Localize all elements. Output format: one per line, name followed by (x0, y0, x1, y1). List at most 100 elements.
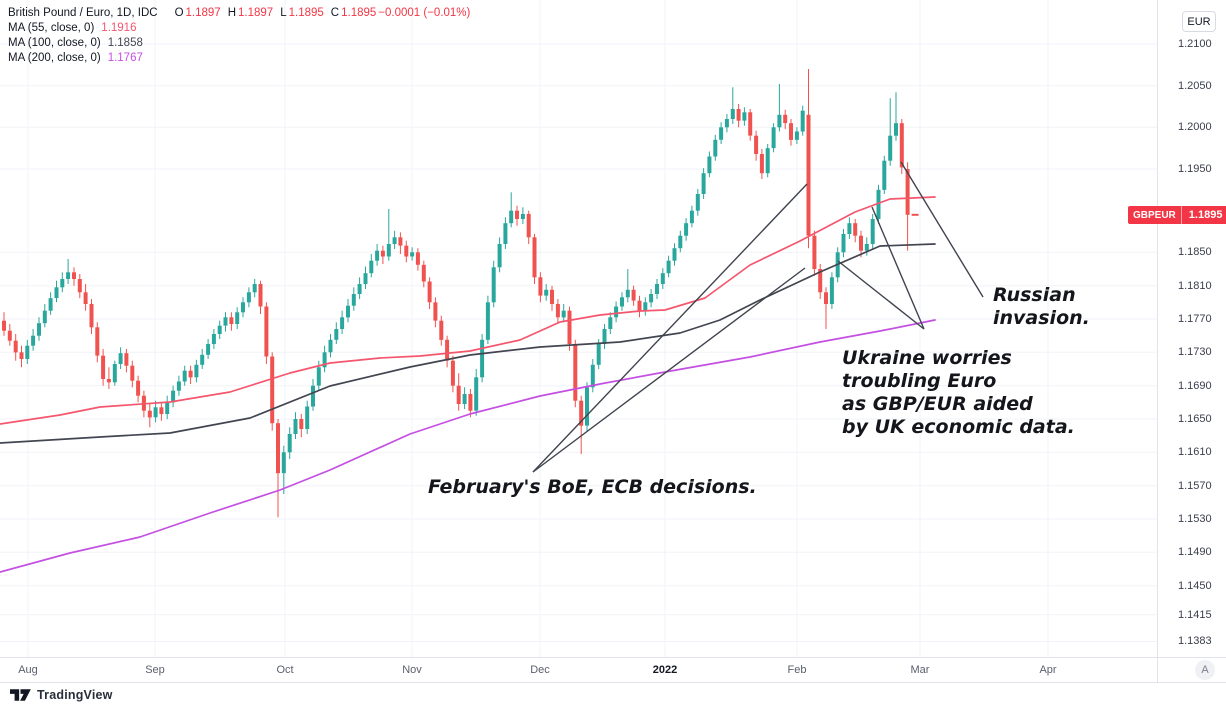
candle-body (118, 353, 123, 364)
candle-body (176, 381, 181, 391)
annotation-pointer-line[interactable] (532, 267, 806, 473)
legend-ma100-row[interactable]: MA (100, close, 0) 1.1858 (8, 36, 470, 51)
candle-body (894, 123, 898, 136)
candle-body (538, 277, 543, 296)
candle-body (241, 302, 245, 313)
candle-body (754, 135, 759, 154)
annotation-pointer-line[interactable] (900, 161, 984, 298)
price-axis-label: 1.1450 (1178, 580, 1212, 592)
legend-symbol-row[interactable]: British Pound / Euro, 1D, IDC O 1.1897 H 1.1… (8, 6, 470, 21)
candle-body (130, 365, 135, 381)
candle-body (742, 112, 747, 121)
price-axis-label: 1.1810 (1178, 280, 1212, 292)
candle-body (182, 370, 187, 382)
candle-body (112, 364, 117, 383)
candle-body (462, 394, 467, 404)
candle-body (905, 169, 910, 215)
ma100-line[interactable] (0, 243, 936, 444)
candle-body (159, 407, 164, 414)
time-axis-label: Mar (910, 664, 930, 676)
symbol-title[interactable]: British Pound / Euro, 1D, IDC (8, 7, 158, 19)
candle-body (637, 300, 642, 311)
ma200-line[interactable] (0, 319, 936, 573)
candle-body (415, 252, 420, 265)
low-label: L (280, 7, 287, 19)
time-axis-label: Oct (276, 664, 294, 676)
candle-body (136, 380, 141, 396)
candle-body (812, 235, 817, 269)
annotation-pointer-line[interactable] (871, 206, 925, 330)
candle-body (106, 379, 111, 383)
tradingview-brand-text[interactable]: TradingView (37, 688, 113, 702)
candle-body (153, 407, 158, 418)
candle-body (806, 114, 811, 236)
last-price-tag-value: 1.1895 (1188, 209, 1223, 221)
candle-body (427, 281, 432, 303)
currency-unit-button[interactable]: EUR (1182, 11, 1216, 32)
candle-body (614, 306, 619, 318)
candle-body (567, 310, 572, 344)
price-axis-label: 1.1490 (1178, 546, 1212, 558)
candle-body (596, 344, 601, 365)
candle-body (83, 292, 88, 304)
candle-body (526, 214, 531, 238)
candle-body (124, 353, 129, 366)
candle-body (311, 385, 315, 407)
price-axis-label: 1.1610 (1178, 446, 1212, 458)
price-axis-label: 1.1850 (1178, 246, 1212, 258)
candle-body (217, 325, 222, 334)
candle-body (77, 279, 82, 293)
candle-body (25, 345, 30, 359)
candle-body (684, 223, 689, 236)
price-axis-label: 1.1570 (1178, 480, 1212, 492)
candle-body (730, 109, 735, 119)
candle-body (899, 123, 904, 168)
candle-body (194, 364, 199, 378)
annotation-pointer-line[interactable] (837, 260, 925, 330)
candle-body (42, 310, 47, 324)
candle-body (573, 344, 578, 401)
price-axis-label: 1.1383 (1178, 635, 1212, 647)
candle-body (316, 367, 321, 386)
candle-body (724, 119, 729, 128)
candle-body (701, 173, 706, 194)
candle-body (585, 387, 589, 426)
time-axis-label: Dec (530, 664, 550, 676)
tradingview-logo-icon[interactable] (10, 689, 31, 701)
last-price-tag: GBPEUR 1.1895 (1128, 206, 1226, 224)
ma100-value: 1.1858 (107, 37, 143, 49)
candle-body (561, 310, 566, 318)
candle-body (783, 114, 788, 124)
candle-body (666, 260, 671, 274)
change-value: −0.0001 (−0.01%) (378, 7, 471, 19)
candle-body (503, 223, 508, 244)
candle-body (2, 320, 6, 331)
price-axis-label: 1.2050 (1178, 80, 1212, 92)
ma55-line[interactable] (0, 196, 936, 425)
candle-body (165, 402, 170, 414)
auto-scale-button[interactable]: A (1195, 660, 1215, 680)
candle-body (89, 304, 94, 328)
annotation-ukraine-worries[interactable]: Ukraine worries troubling Euro as GBP/EU… (842, 347, 1075, 438)
candle-body (497, 244, 502, 268)
legend-ma55-row[interactable]: MA (55, close, 0) 1.1916 (8, 21, 470, 36)
candle-body (328, 339, 333, 353)
candle-body (252, 284, 257, 293)
candle-body (620, 297, 624, 307)
candle-body (66, 272, 71, 279)
annotation-feb-decisions[interactable]: February's BoE, ECB decisions. (428, 476, 757, 498)
candle-body (72, 272, 76, 279)
time-axis-label: 2022 (652, 664, 678, 676)
candle-body (171, 390, 176, 403)
annotation-russian-invasion[interactable]: Russian invasion. (993, 284, 1090, 329)
candle-body (888, 135, 893, 161)
annotation-pointer-line[interactable] (532, 183, 808, 473)
candle-body (421, 264, 426, 282)
candle-body (719, 127, 724, 140)
chart-canvas[interactable] (0, 0, 1157, 657)
candle-body (369, 260, 374, 274)
legend-ma200-row[interactable]: MA (200, close, 0) 1.1767 (8, 51, 470, 66)
candle-body (392, 237, 397, 244)
low-value: 1.1895 (288, 7, 324, 19)
high-value: 1.1897 (238, 7, 274, 19)
